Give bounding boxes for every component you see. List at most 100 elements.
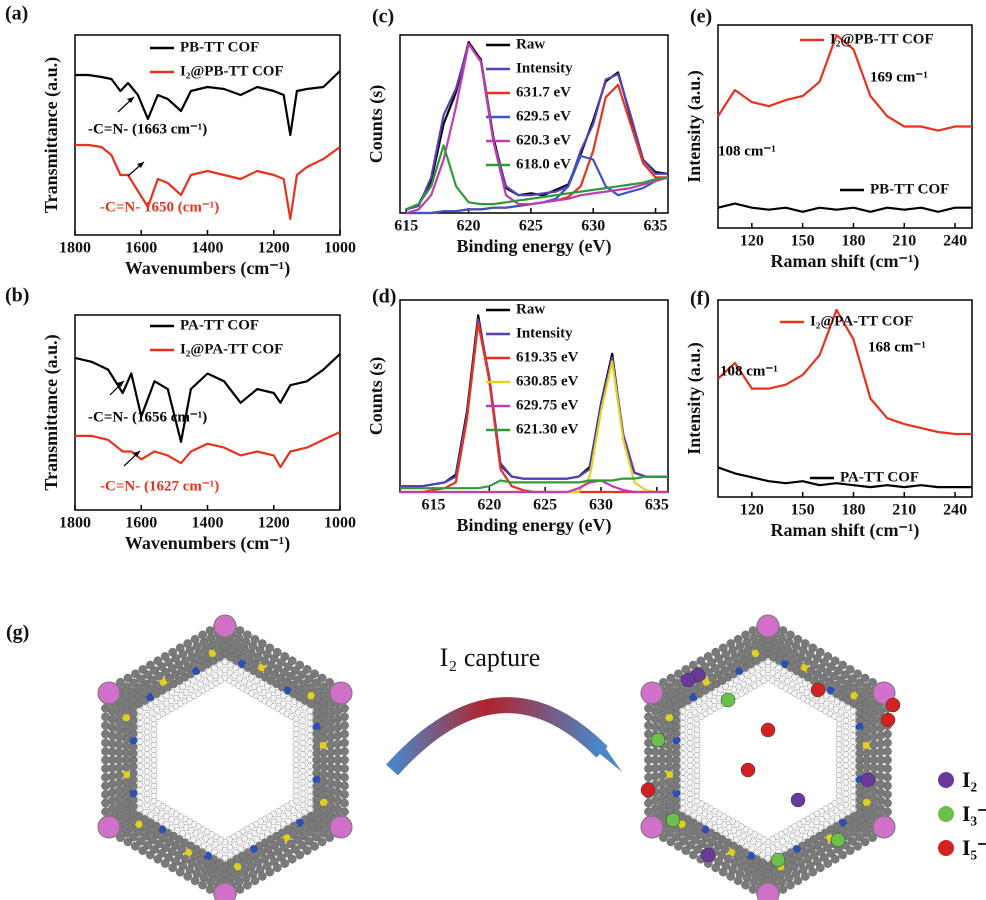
atom [850, 757, 856, 763]
atom [712, 648, 720, 656]
atom [680, 751, 686, 757]
atom [843, 785, 849, 791]
atom [883, 730, 891, 738]
atom [754, 665, 760, 671]
atom [712, 864, 720, 872]
x-tick-label: 1800 [59, 515, 91, 532]
atom [184, 639, 192, 647]
node-cluster [214, 883, 236, 900]
atom [153, 699, 159, 705]
atom [169, 648, 177, 656]
atom [850, 726, 856, 732]
atom [667, 838, 675, 846]
legend-label: 619.35 eV [516, 349, 579, 365]
atom [749, 626, 757, 634]
atom [236, 885, 244, 893]
panel-label: (b) [5, 285, 29, 307]
atom [850, 806, 856, 812]
atom [101, 713, 109, 721]
atom [687, 718, 693, 724]
atom [291, 815, 297, 821]
atom [101, 773, 109, 781]
atom [680, 782, 686, 788]
atom [201, 671, 207, 677]
atom [340, 747, 348, 755]
atom [801, 639, 809, 647]
ion [886, 698, 900, 712]
atom [258, 872, 266, 880]
atom [300, 768, 306, 774]
atom [792, 674, 798, 680]
atom [139, 846, 147, 854]
atom [273, 648, 281, 656]
atom [843, 735, 849, 741]
atom [758, 645, 766, 653]
atom [137, 782, 143, 788]
atom [154, 657, 162, 665]
atom [843, 791, 849, 797]
legend-label: I₂@PA-TT COF [810, 313, 913, 329]
atom [831, 657, 839, 665]
atom [697, 657, 705, 665]
ion [741, 763, 755, 777]
atom [781, 668, 787, 674]
atom [644, 808, 652, 816]
atom [300, 723, 306, 729]
node-cluster [757, 615, 779, 637]
annotation: 168 cm⁻¹ [868, 339, 926, 355]
atom [687, 751, 693, 757]
atom [843, 780, 849, 786]
atom [843, 757, 849, 763]
atom [281, 859, 289, 867]
atom [680, 763, 686, 769]
node-cluster [98, 816, 120, 838]
series-line [406, 145, 668, 209]
x-tick-label: 120 [740, 233, 764, 250]
atom [834, 699, 840, 705]
atom [142, 809, 148, 815]
atom [303, 846, 311, 854]
atom [249, 840, 255, 846]
ion-icon [938, 772, 954, 788]
atom [644, 713, 652, 721]
x-tick-label: 620 [457, 218, 481, 235]
atom [214, 638, 222, 646]
atom [786, 843, 792, 849]
atom [307, 775, 313, 781]
atom [161, 859, 169, 867]
x-tick-label: 1000 [324, 240, 356, 257]
atom [190, 677, 196, 683]
atom [300, 718, 306, 724]
atom [779, 626, 787, 634]
atom [850, 708, 856, 714]
atom [144, 735, 150, 741]
atom [680, 806, 686, 812]
legend-label: 629.5 eV [516, 108, 571, 124]
atom [733, 677, 739, 683]
atom [734, 635, 742, 643]
atom [845, 705, 851, 711]
atom [206, 668, 212, 674]
atom [101, 782, 109, 790]
annotation: -C=N- (1656 cm⁻¹) [88, 409, 207, 425]
x-tick-label: 1000 [324, 515, 356, 532]
x-tick-label: 1200 [258, 240, 290, 257]
x-tick-label: 1600 [125, 515, 157, 532]
series-line [718, 35, 972, 130]
atom [843, 763, 849, 769]
atom [340, 799, 348, 807]
atom [687, 802, 693, 808]
atom [861, 674, 869, 682]
atom [137, 757, 143, 763]
atom [243, 843, 249, 849]
atom [101, 764, 109, 772]
atom [307, 769, 313, 775]
atom [101, 799, 109, 807]
atom [644, 704, 652, 712]
atom [831, 855, 839, 863]
atom [137, 726, 143, 732]
atom [770, 662, 776, 668]
atom [850, 794, 856, 800]
atom [137, 763, 143, 769]
atom [765, 659, 771, 665]
